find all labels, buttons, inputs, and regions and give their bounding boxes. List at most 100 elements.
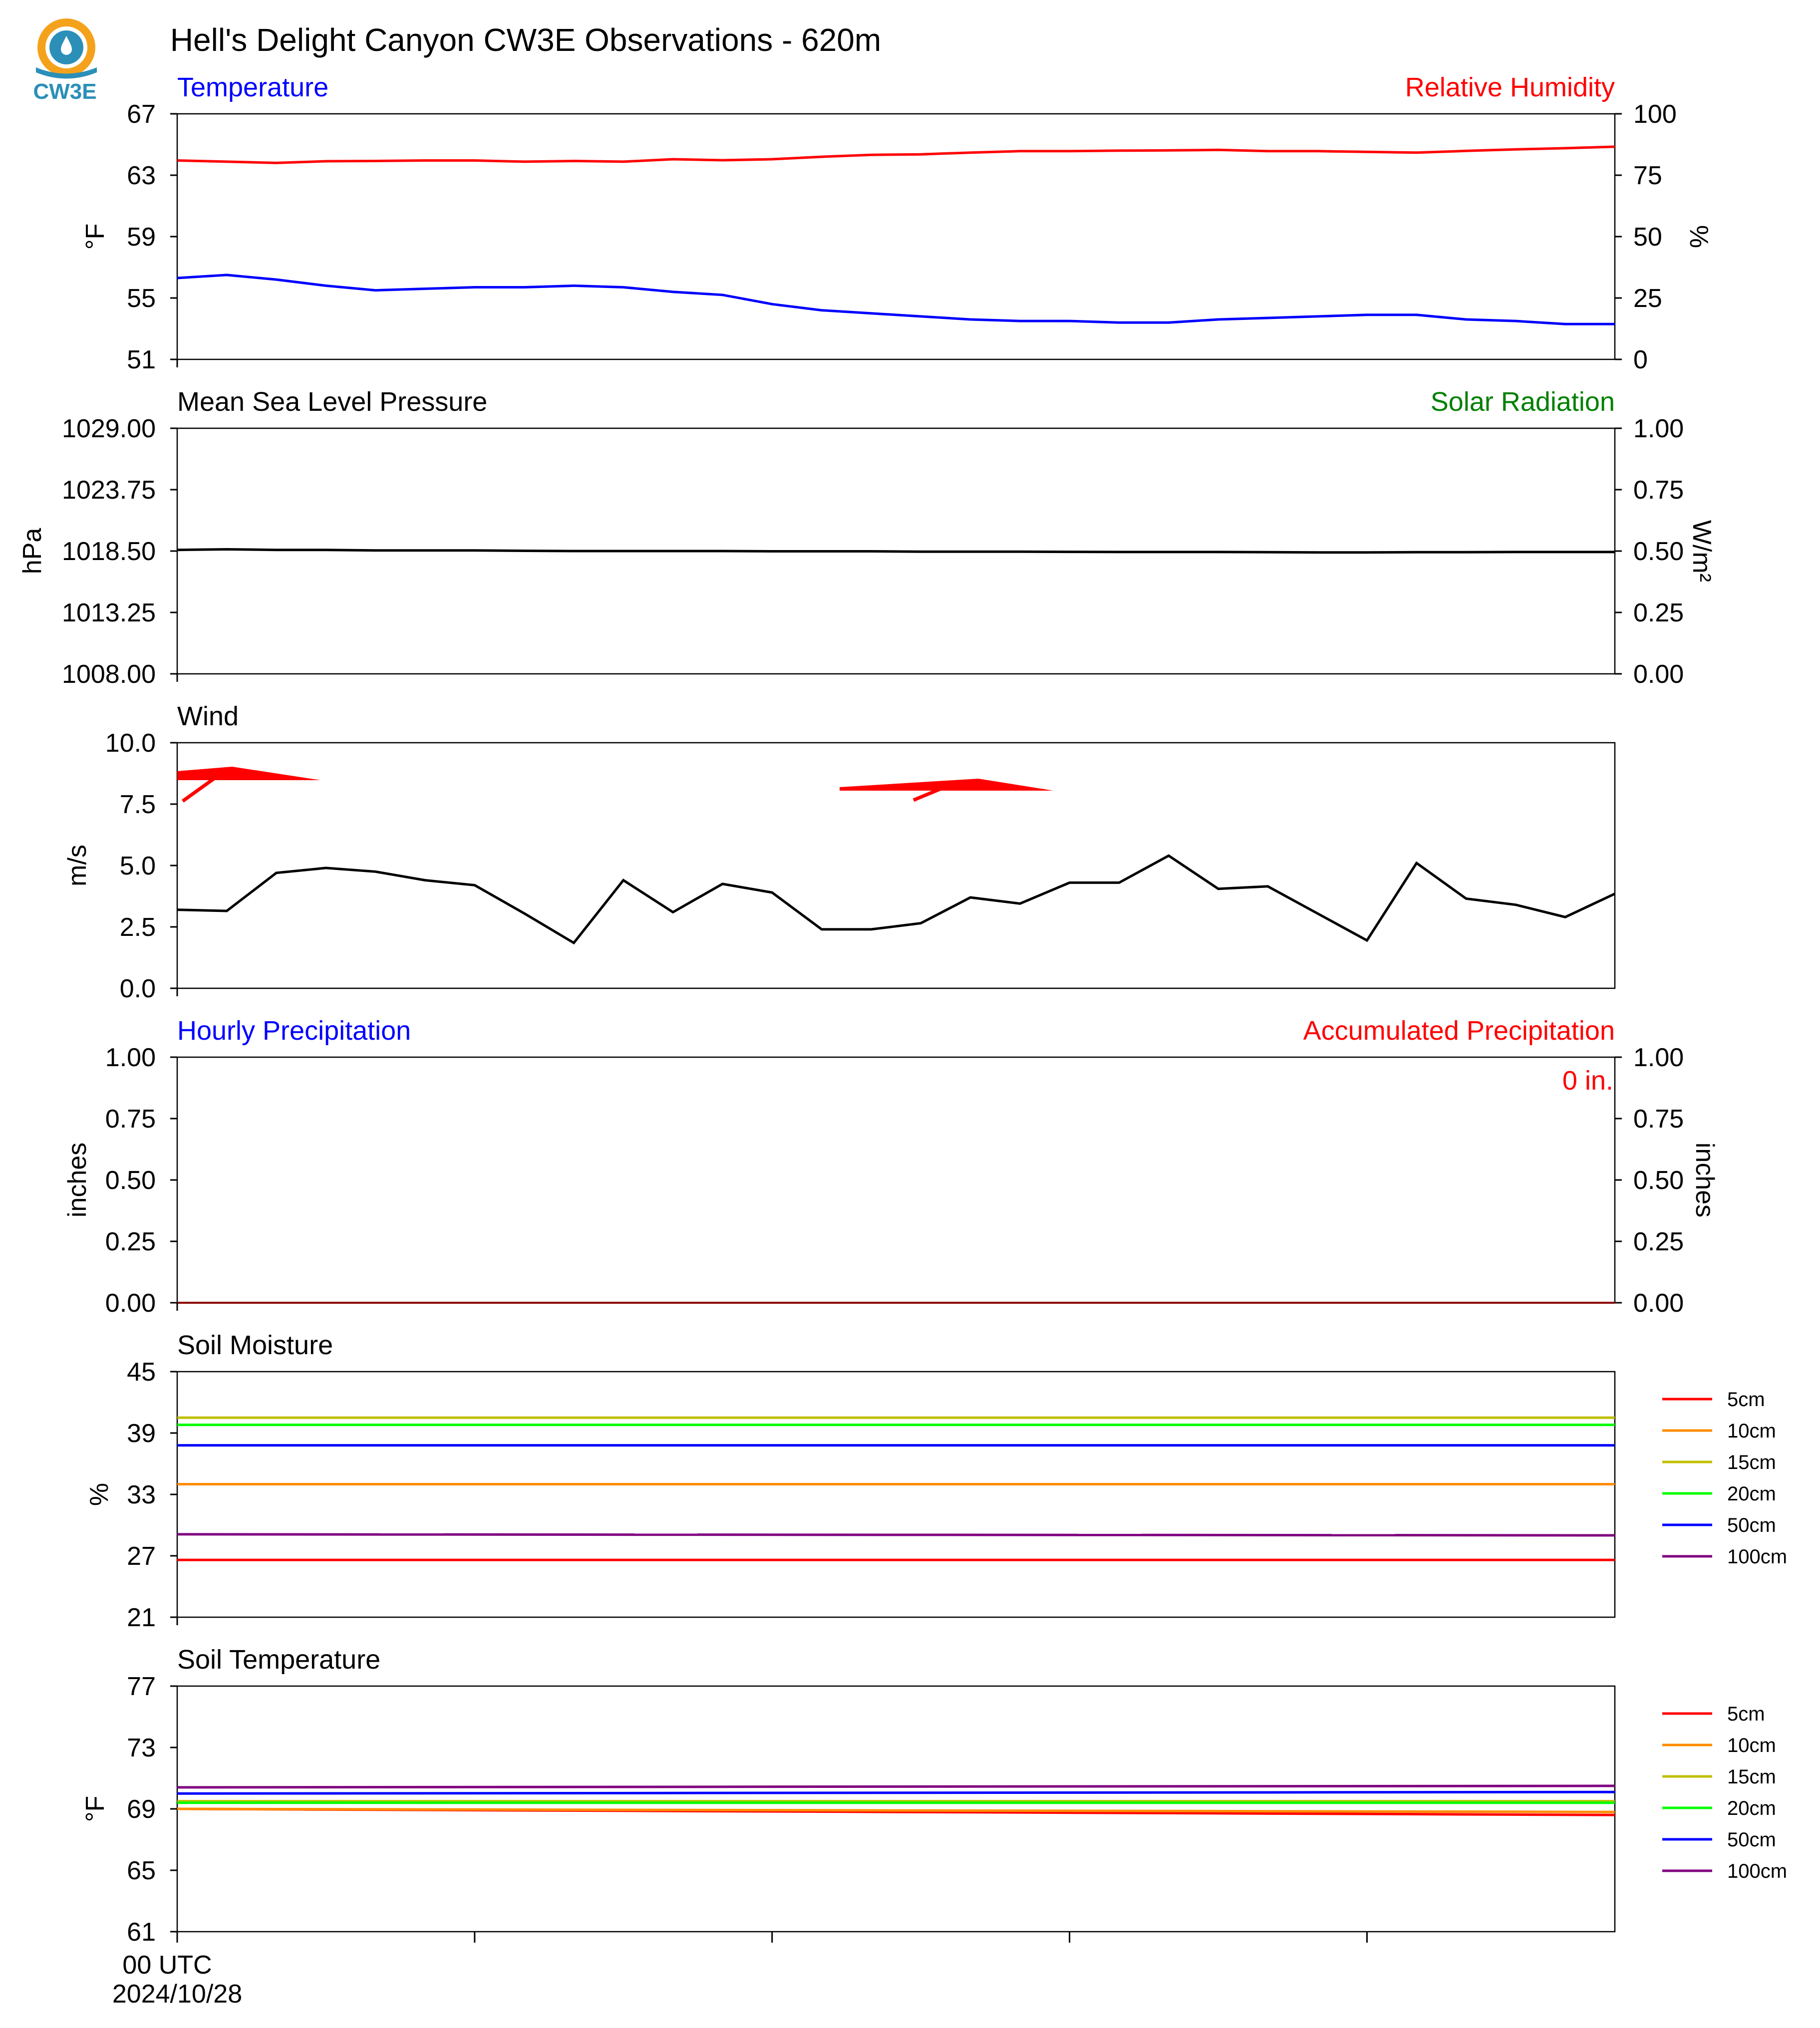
panel-wind: Wind 10.0 7.5 5.0 2.5 0.0 m/s bbox=[63, 701, 1616, 1003]
panel-pressure: Mean Sea Level Pressure Solar Radiation … bbox=[18, 387, 1716, 689]
accum-ytick-label: 0.00 bbox=[1633, 1289, 1684, 1318]
accumulated-precipitation-title: Accumulated Precipitation bbox=[1303, 1016, 1615, 1046]
soil-temperature-10cm-line bbox=[177, 1807, 1615, 1813]
cw3e-logo: CW3E bbox=[33, 18, 97, 104]
soil-temperature-legend: 5cm 10cm 15cm 20cm 50cm 100cm bbox=[1662, 1703, 1787, 1882]
legend-label: 50cm bbox=[1727, 1514, 1776, 1536]
figure-title: Hell's Delight Canyon CW3E Observations … bbox=[170, 22, 881, 58]
temp-right-ylabel: % bbox=[1684, 225, 1713, 248]
solar-ytick-label: 0.25 bbox=[1633, 598, 1684, 627]
solar-ytick-label: 0.00 bbox=[1633, 660, 1684, 689]
logo-wave-icon bbox=[36, 67, 97, 79]
x-tick-label-date: 2024/10/28 bbox=[112, 1980, 242, 2009]
soil-temperature-50cm-line bbox=[177, 1790, 1615, 1795]
soilm-ytick-label: 27 bbox=[127, 1542, 156, 1571]
rh-ytick-label: 75 bbox=[1633, 161, 1662, 190]
rh-ytick-label: 100 bbox=[1633, 100, 1677, 129]
soil-temperature-title: Soil Temperature bbox=[177, 1645, 380, 1675]
soilt-ytick-label: 69 bbox=[127, 1795, 156, 1824]
x-tick-label-time: 00 UTC bbox=[122, 1951, 212, 1980]
soilm-ytick-label: 21 bbox=[127, 1603, 156, 1632]
hourly-precipitation-title: Hourly Precipitation bbox=[177, 1016, 411, 1046]
precip-ytick-label: 0.00 bbox=[105, 1289, 156, 1318]
temperature-title: Temperature bbox=[177, 72, 328, 102]
temperature-axes-frame bbox=[176, 113, 1616, 360]
panel-soil-moisture: Soil Moisture 45 39 33 27 21 % 5cm 10cm … bbox=[85, 1330, 1787, 1632]
axis-tick-marks bbox=[170, 113, 1622, 1943]
pressure-ytick-label: 1029.00 bbox=[62, 414, 156, 443]
soil-temperature-100cm-line bbox=[177, 1784, 1615, 1789]
pressure-title: Mean Sea Level Pressure bbox=[177, 387, 487, 417]
wind-barb-flag bbox=[840, 779, 1053, 791]
temp-left-ylabel: °F bbox=[81, 224, 110, 250]
wind-ytick-label: 0.0 bbox=[120, 974, 156, 1003]
precip-right-ylabel: inches bbox=[1690, 1143, 1719, 1217]
solar-ytick-label: 0.50 bbox=[1633, 537, 1684, 566]
accum-ytick-label: 1.00 bbox=[1633, 1043, 1684, 1072]
solar-ytick-label: 1.00 bbox=[1633, 414, 1684, 443]
soil-moisture-legend: 5cm 10cm 15cm 20cm 50cm 100cm bbox=[1662, 1389, 1787, 1568]
wind-barb bbox=[840, 779, 1053, 802]
pressure-ytick-label: 1008.00 bbox=[62, 660, 156, 689]
legend-label: 10cm bbox=[1727, 1735, 1776, 1756]
temp-ytick-label: 51 bbox=[127, 345, 156, 374]
pressure-left-ylabel: hPa bbox=[18, 528, 47, 575]
wind-barb bbox=[177, 767, 320, 803]
wind-ytick-label: 5.0 bbox=[120, 852, 156, 880]
legend-label: 15cm bbox=[1727, 1766, 1776, 1788]
pressure-ytick-label: 1013.25 bbox=[62, 598, 156, 627]
soil-moisture-axes-frame bbox=[176, 1371, 1616, 1618]
soil-moisture-100cm-line bbox=[177, 1533, 1615, 1537]
precipitation-axes-frame bbox=[176, 1056, 1616, 1304]
temp-ytick-label: 55 bbox=[127, 284, 156, 313]
legend-label: 15cm bbox=[1727, 1451, 1776, 1473]
precip-ytick-label: 0.25 bbox=[105, 1227, 156, 1256]
accum-ytick-label: 0.25 bbox=[1633, 1227, 1684, 1256]
solar-radiation-title: Solar Radiation bbox=[1431, 387, 1615, 417]
wind-ytick-label: 2.5 bbox=[120, 913, 156, 942]
pressure-line bbox=[177, 548, 1615, 554]
temp-ytick-label: 63 bbox=[127, 161, 156, 190]
legend-label: 20cm bbox=[1727, 1797, 1776, 1819]
temp-ytick-label: 67 bbox=[127, 100, 156, 129]
wind-barb-staff bbox=[181, 777, 216, 803]
soilm-ytick-label: 39 bbox=[127, 1419, 156, 1448]
soilt-ytick-label: 61 bbox=[127, 1918, 156, 1947]
wind-barb-flag bbox=[177, 767, 320, 780]
soilt-ytick-label: 77 bbox=[127, 1672, 156, 1701]
legend-label: 100cm bbox=[1727, 1546, 1787, 1568]
wind-barb-staff bbox=[912, 785, 947, 802]
pressure-ytick-label: 1023.75 bbox=[62, 476, 156, 505]
precip-left-ylabel: inches bbox=[63, 1143, 92, 1217]
wind-left-ylabel: m/s bbox=[63, 845, 92, 886]
wind-speed-line bbox=[177, 854, 1616, 945]
accumulated-total-label: 0 in. bbox=[1562, 1066, 1613, 1096]
wind-axes-frame bbox=[176, 742, 1616, 989]
precip-ytick-label: 0.75 bbox=[105, 1105, 156, 1134]
soil-moisture-title: Soil Moisture bbox=[177, 1330, 333, 1360]
solar-right-ylabel: W/m² bbox=[1687, 520, 1716, 582]
legend-label: 50cm bbox=[1727, 1829, 1776, 1851]
pressure-ytick-label: 1018.50 bbox=[62, 537, 156, 566]
soilt-left-ylabel: °F bbox=[81, 1796, 110, 1822]
accum-ytick-label: 0.50 bbox=[1633, 1166, 1684, 1195]
legend-label: 5cm bbox=[1727, 1389, 1765, 1411]
soilm-left-ylabel: % bbox=[85, 1483, 114, 1506]
relative-humidity-line bbox=[177, 145, 1615, 164]
legend-label: 5cm bbox=[1727, 1703, 1765, 1725]
legend-label: 10cm bbox=[1727, 1420, 1776, 1442]
temp-ytick-label: 59 bbox=[127, 223, 156, 252]
rh-ytick-label: 25 bbox=[1633, 284, 1662, 313]
panel-soil-temperature: Soil Temperature 77 73 69 65 61 °F 5cm 1… bbox=[81, 1645, 1787, 1947]
legend-label: 20cm bbox=[1727, 1483, 1776, 1505]
logo-text: CW3E bbox=[33, 79, 96, 104]
rh-ytick-label: 0 bbox=[1633, 345, 1648, 374]
precip-ytick-label: 1.00 bbox=[105, 1043, 156, 1072]
accum-ytick-label: 0.75 bbox=[1633, 1105, 1684, 1134]
solar-ytick-label: 0.75 bbox=[1633, 476, 1684, 505]
temperature-line bbox=[177, 274, 1615, 325]
soilm-ytick-label: 45 bbox=[127, 1358, 156, 1387]
logo-drop-icon bbox=[61, 36, 72, 55]
panel-temperature: Temperature Relative Humidity 67 63 59 5… bbox=[81, 72, 1713, 374]
